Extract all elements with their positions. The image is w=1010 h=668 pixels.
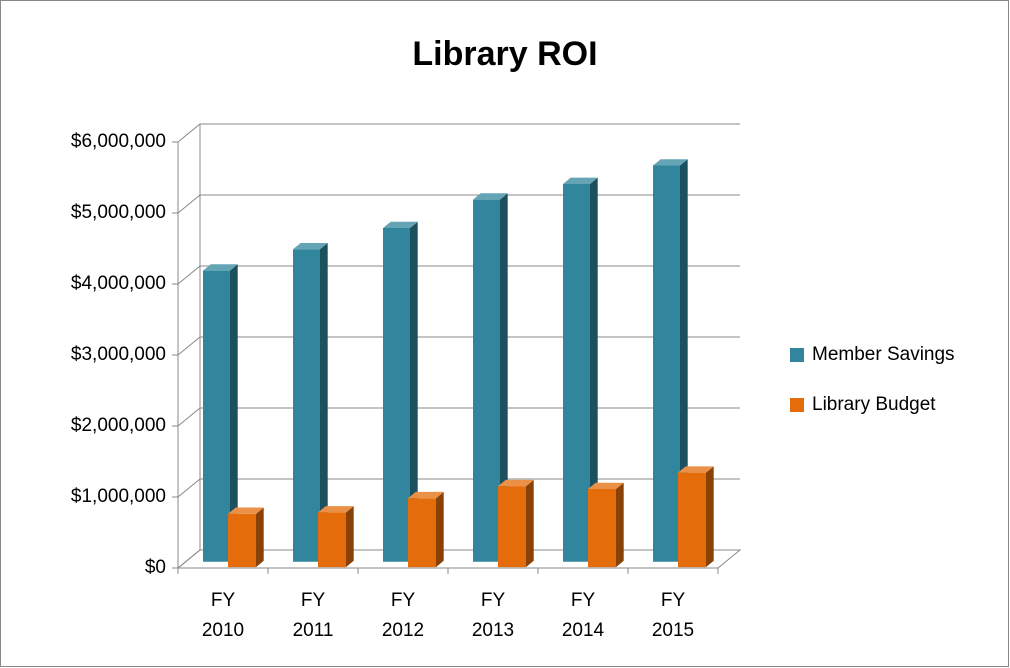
bar-side: [346, 506, 354, 568]
bar: [383, 221, 418, 562]
bar-side: [616, 482, 624, 568]
bar: [653, 159, 688, 562]
bar-front: [383, 228, 410, 562]
grid-line: [177, 478, 740, 498]
y-tick-label: $3,000,000: [71, 344, 166, 365]
grid-segment: [177, 123, 740, 143]
bar-front: [293, 249, 320, 562]
grid-line: [177, 123, 740, 143]
y-tick-label: $6,000,000: [71, 131, 166, 152]
x-tick-label: FY 2011: [292, 590, 334, 641]
legend-swatch: [790, 348, 804, 362]
bar-side: [590, 177, 598, 562]
y-tick-label: $1,000,000: [71, 486, 166, 507]
bar-side: [230, 264, 238, 562]
bar-top: [563, 177, 598, 184]
bar-top: [678, 466, 714, 473]
bar-top: [408, 491, 444, 499]
bar: [318, 506, 354, 568]
grid-segment: [177, 478, 740, 498]
bar-top: [653, 159, 688, 166]
grid-line: [177, 407, 740, 427]
y-tick-label: $4,000,000: [71, 273, 166, 294]
bar-side: [680, 159, 688, 562]
bar-top: [203, 264, 238, 271]
grid-line: [177, 336, 740, 356]
grid-segment: [177, 407, 740, 427]
chart-title: Library ROI: [412, 35, 597, 73]
bar-side: [256, 507, 264, 568]
bar-front: [678, 472, 706, 568]
grid-segment: [177, 194, 740, 214]
bar: [678, 466, 714, 568]
x-tick-label: FY 2015: [651, 590, 695, 641]
bar-front: [203, 270, 230, 562]
bar-side: [410, 221, 418, 562]
grid-segment: [177, 336, 740, 356]
bar: [293, 243, 328, 562]
bar: [473, 193, 508, 562]
bar-top: [228, 507, 264, 514]
bar: [498, 479, 534, 568]
bar-front: [318, 512, 346, 568]
legend-label: Member Savings: [812, 344, 955, 365]
bar-top: [318, 506, 354, 513]
bar-front: [588, 489, 616, 568]
bar: [203, 264, 238, 562]
x-tick-label: FY 2014: [561, 590, 605, 641]
bar-front: [498, 486, 526, 568]
grid-line: [177, 549, 740, 569]
y-tick-label: $5,000,000: [71, 202, 166, 223]
grid-segment: [177, 265, 740, 285]
bar: [228, 507, 264, 568]
x-tick-label: FY 2013: [471, 590, 515, 641]
bar-side: [320, 243, 328, 562]
bar-front: [653, 165, 680, 562]
grid-segment: [177, 549, 740, 569]
bar-front: [563, 183, 590, 562]
bar: [588, 482, 624, 568]
bar: [563, 177, 598, 562]
y-tick-label: $0: [145, 557, 166, 578]
bar-front: [228, 513, 256, 568]
bar: [408, 491, 444, 568]
bar-top: [293, 243, 328, 250]
bar-front: [408, 498, 436, 568]
bar-top: [473, 193, 508, 200]
bar-side: [436, 491, 444, 568]
bar-side: [706, 466, 714, 568]
y-tick-label: $2,000,000: [71, 415, 166, 436]
bar-side: [526, 479, 534, 568]
x-tick-label: FY 2012: [381, 590, 425, 641]
bar-top: [498, 479, 534, 487]
bar-side: [500, 193, 508, 562]
bar-front: [473, 199, 500, 562]
x-tick-label: FY 2010: [201, 590, 245, 641]
legend-swatch: [790, 398, 804, 412]
bar-top: [383, 221, 418, 228]
grid-line: [177, 265, 740, 285]
grid-line: [177, 194, 740, 214]
legend-label: Library Budget: [812, 394, 936, 415]
bar-top: [588, 482, 624, 489]
